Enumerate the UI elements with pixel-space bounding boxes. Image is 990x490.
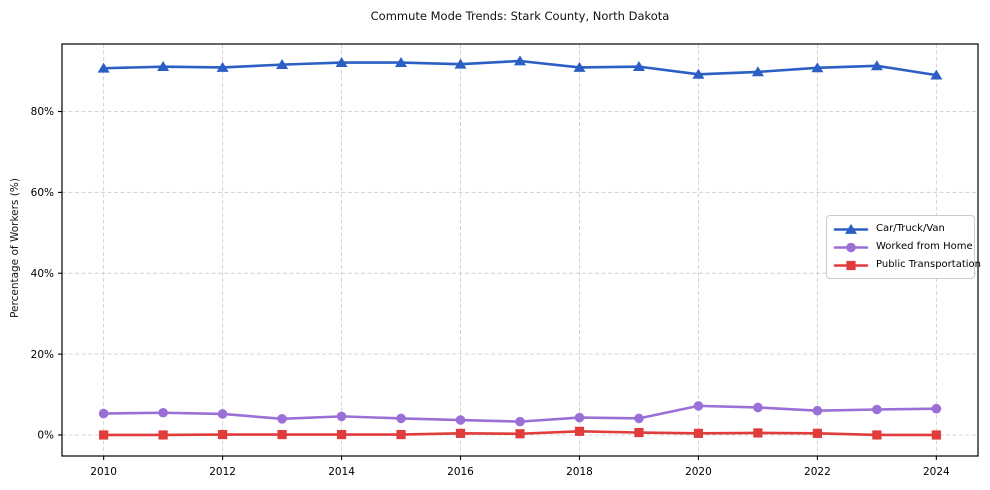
marker-public-transportation-2011 xyxy=(158,430,168,440)
marker-public-transportation-2024 xyxy=(931,430,941,440)
marker-car-truck-van-2021 xyxy=(751,66,764,77)
marker-car-truck-van-2014 xyxy=(335,56,348,67)
marker-worked-from-home-2011 xyxy=(158,407,168,418)
marker-car-truck-van-2011 xyxy=(157,61,170,72)
marker-worked-from-home-2017 xyxy=(515,416,525,427)
x-tick-label: 2016 xyxy=(447,466,474,478)
legend-swatch-public-transportation-icon xyxy=(833,260,869,270)
marker-car-truck-van-2024 xyxy=(930,69,943,80)
marker-worked-from-home-2019 xyxy=(634,413,644,424)
marker-car-truck-van-2012 xyxy=(216,61,229,72)
marker-public-transportation-2022 xyxy=(812,428,823,438)
marker-worked-from-home-2010 xyxy=(98,408,109,419)
marker-car-truck-van-2020 xyxy=(692,68,705,79)
marker-public-transportation-2013 xyxy=(277,429,287,440)
marker-worked-from-home-2016 xyxy=(455,415,466,425)
legend-marker-public-transportation xyxy=(846,260,856,270)
marker-worked-from-home-2021 xyxy=(753,402,763,413)
x-tick-label: 2022 xyxy=(804,466,831,478)
marker-worked-from-home-2012 xyxy=(217,409,228,419)
series-worked-from-home xyxy=(98,401,942,427)
chart-title: Commute Mode Trends: Stark County, North… xyxy=(370,9,670,23)
legend-swatch-worked-from-home-icon xyxy=(833,242,869,252)
legend-label-car-truck-van: Car/Truck/Van xyxy=(876,223,945,234)
marker-public-transportation-2018 xyxy=(574,426,585,436)
y-tick-label: 0% xyxy=(37,430,54,442)
marker-car-truck-van-2019 xyxy=(632,61,645,72)
marker-public-transportation-2012 xyxy=(217,429,228,440)
marker-public-transportation-2016 xyxy=(455,428,466,438)
marker-public-transportation-2023 xyxy=(872,430,882,440)
legend-marker-car-truck-van xyxy=(845,223,857,234)
marker-worked-from-home-2013 xyxy=(277,414,287,424)
legend-item-car-truck-van: Car/Truck/Van xyxy=(833,222,968,237)
marker-car-truck-van-2018 xyxy=(573,61,586,72)
marker-car-truck-van-2016 xyxy=(454,58,467,69)
marker-worked-from-home-2014 xyxy=(336,411,347,422)
x-tick-label: 2018 xyxy=(566,466,593,478)
y-tick-label: 40% xyxy=(31,268,54,280)
marker-public-transportation-2014 xyxy=(336,429,347,440)
marker-worked-from-home-2022 xyxy=(812,405,823,416)
x-tick-label: 2014 xyxy=(328,466,355,478)
legend: Car/Truck/Van Worked from Home Public Tr… xyxy=(826,215,981,279)
y-tick-label: 60% xyxy=(31,187,54,199)
marker-worked-from-home-2018 xyxy=(574,412,585,423)
marker-worked-from-home-2024 xyxy=(931,403,942,414)
marker-car-truck-van-2013 xyxy=(276,59,289,70)
marker-worked-from-home-2020 xyxy=(693,401,704,411)
x-tick-label: 2020 xyxy=(685,466,712,478)
x-tick-label: 2010 xyxy=(90,466,117,478)
legend-label-public-transportation: Public Transportation xyxy=(876,259,981,270)
marker-car-truck-van-2017 xyxy=(514,55,526,66)
marker-car-truck-van-2022 xyxy=(811,62,824,73)
legend-swatch-car-truck-van-icon xyxy=(833,223,869,234)
y-tick-label: 80% xyxy=(31,106,54,118)
marker-public-transportation-2020 xyxy=(693,428,704,438)
marker-worked-from-home-2023 xyxy=(872,404,882,415)
legend-label-worked-from-home: Worked from Home xyxy=(876,241,973,252)
series-public-transportation xyxy=(99,426,941,440)
legend-item-public-transportation: Public Transportation xyxy=(833,258,981,273)
legend-item-worked-from-home: Worked from Home xyxy=(833,240,973,255)
plot-frame xyxy=(61,43,979,457)
legend-marker-worked-from-home xyxy=(846,242,856,252)
x-tick-label: 2024 xyxy=(923,466,950,478)
x-tick-label: 2012 xyxy=(209,466,236,478)
marker-car-truck-van-2010 xyxy=(97,62,110,73)
marker-public-transportation-2021 xyxy=(753,428,763,438)
marker-worked-from-home-2015 xyxy=(396,413,406,424)
marker-car-truck-van-2023 xyxy=(870,60,883,71)
marker-public-transportation-2017 xyxy=(515,429,525,439)
series-car-truck-van xyxy=(97,55,943,80)
y-tick-label: 20% xyxy=(31,349,54,361)
marker-public-transportation-2015 xyxy=(396,429,406,440)
marker-car-truck-van-2015 xyxy=(395,56,408,67)
marker-public-transportation-2019 xyxy=(634,427,644,438)
marker-public-transportation-2010 xyxy=(99,430,109,440)
